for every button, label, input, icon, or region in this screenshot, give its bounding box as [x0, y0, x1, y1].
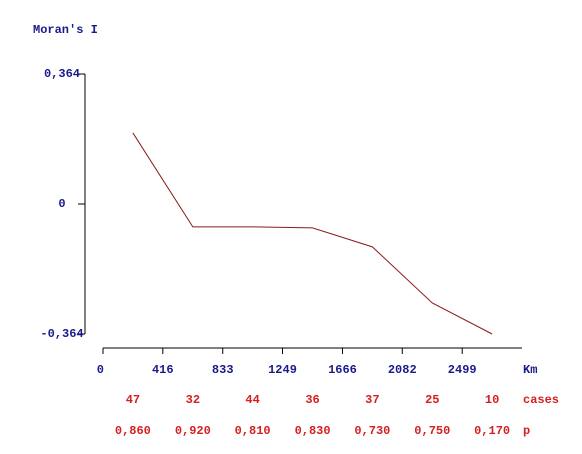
- y-tick-label: -0,364: [40, 327, 83, 341]
- p-value: 0,170: [474, 424, 510, 438]
- cases-value: 25: [425, 393, 439, 407]
- cases-value: 47: [126, 393, 140, 407]
- p-value: 0,750: [414, 424, 450, 438]
- p-value: 0,920: [175, 424, 211, 438]
- x-tick-label: 833: [212, 363, 234, 377]
- y-tick-label: 0: [58, 197, 65, 211]
- y-tick-label: 0,364: [44, 67, 80, 81]
- x-tick-label: 416: [152, 363, 174, 377]
- cases-value: 37: [365, 393, 379, 407]
- cases-value: 32: [186, 393, 200, 407]
- x-tick-label: 0: [97, 363, 104, 377]
- data-line: [132, 132, 493, 335]
- x-tick-label: 2499: [448, 363, 477, 377]
- x-tick-label: 1666: [328, 363, 357, 377]
- y-axis-label: Moran's I: [33, 23, 98, 37]
- p-label: p: [523, 424, 530, 438]
- p-value: 0,830: [295, 424, 331, 438]
- p-value: 0,730: [354, 424, 390, 438]
- p-value: 0,860: [115, 424, 151, 438]
- cases-value: 36: [305, 393, 319, 407]
- x-axis-label: Km: [523, 363, 537, 377]
- x-tick-label: 1249: [268, 363, 297, 377]
- x-tick-label: 2082: [388, 363, 417, 377]
- cases-label: cases: [523, 393, 559, 407]
- p-value: 0,810: [235, 424, 271, 438]
- cases-value: 44: [245, 393, 259, 407]
- cases-value: 10: [485, 393, 499, 407]
